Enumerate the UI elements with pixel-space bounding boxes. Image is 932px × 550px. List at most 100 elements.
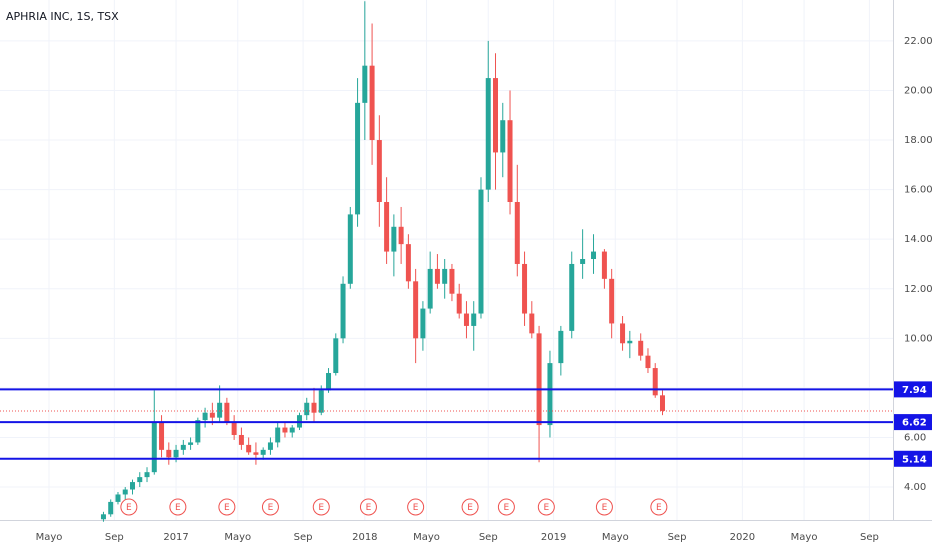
candle-body (115, 494, 121, 502)
y-tick-label: 12.00 (904, 284, 932, 295)
candle-body (529, 313, 535, 334)
x-tick-label: Sep (860, 532, 879, 543)
candle-body (275, 427, 281, 443)
earnings-label: E (175, 503, 181, 513)
candle-body (420, 308, 426, 339)
candle-body (652, 368, 658, 396)
earnings-marker (407, 498, 425, 516)
candle-body (369, 65, 375, 141)
earnings-label: E (366, 503, 372, 513)
candle-body (311, 402, 317, 413)
candle-body (627, 340, 633, 344)
level-label-box (894, 381, 932, 398)
candle-body (507, 120, 513, 203)
y-tick-label: 20.00 (904, 85, 932, 96)
chart-title: APHRIA INC, 1S, TSX (6, 10, 119, 23)
x-tick-label: 2017 (163, 532, 188, 543)
candle-body (289, 427, 295, 433)
candle-body (536, 333, 542, 426)
candle-body (333, 338, 339, 374)
earnings-label: E (126, 503, 132, 513)
candle-body (463, 313, 469, 326)
candle-body (478, 189, 484, 314)
candle-body (260, 449, 266, 455)
candle-body (246, 444, 252, 453)
candle-body (522, 263, 528, 314)
candle-body (108, 501, 114, 515)
candle-body (151, 422, 157, 473)
level-label: 5.14 (902, 454, 927, 465)
candle-body (188, 442, 194, 445)
candle-body (405, 244, 411, 282)
candle-body (173, 449, 179, 458)
y-tick-label: 4.00 (904, 482, 926, 493)
candle-body (456, 293, 462, 314)
candle-body (180, 444, 186, 450)
candle-body (493, 78, 499, 153)
earnings-marker (218, 498, 236, 516)
earnings-marker (497, 498, 515, 516)
candle-body (427, 268, 433, 309)
candle-body (318, 390, 324, 413)
candle-body (129, 482, 135, 490)
candle-body (547, 363, 553, 426)
candle-body (485, 78, 491, 190)
x-tick-label: Sep (105, 532, 124, 543)
candle-body (609, 278, 615, 324)
y-tick-label: 10.00 (904, 333, 932, 344)
candle-body (449, 268, 455, 294)
earnings-label: E (602, 503, 608, 513)
candle-body (137, 477, 143, 483)
candle-body (580, 259, 586, 264)
earnings-label: E (224, 503, 230, 513)
candle-body (217, 402, 223, 418)
candle-body (304, 402, 310, 416)
earnings-marker (169, 498, 187, 516)
candle-body (355, 102, 361, 215)
candle-body (166, 449, 172, 458)
candle-body (122, 489, 128, 495)
candle-body (398, 226, 404, 245)
candle-body (159, 422, 165, 450)
candle-body (209, 412, 215, 418)
candle-body (253, 452, 259, 455)
y-tick-label: 18.00 (904, 135, 932, 146)
earnings-label: E (504, 503, 510, 513)
candle-body (591, 251, 597, 260)
x-tick-label: Sep (479, 532, 498, 543)
x-tick-label: 2020 (730, 532, 755, 543)
candle-body (282, 427, 288, 433)
candle-body (601, 251, 607, 279)
candle-body (100, 514, 106, 520)
candle-body (645, 355, 651, 369)
candle-body (326, 373, 332, 391)
candle-body (391, 226, 397, 252)
candle-body (471, 313, 477, 326)
candle-body (376, 140, 382, 203)
candle-body (620, 323, 626, 344)
x-tick-label: 2018 (352, 532, 377, 543)
candle-body (195, 420, 201, 443)
earnings-label: E (543, 503, 549, 513)
earnings-marker (359, 498, 377, 516)
earnings-label: E (413, 503, 419, 513)
candle-body (362, 65, 368, 103)
candle-body (413, 281, 419, 339)
earnings-label: E (467, 503, 473, 513)
earnings-marker (312, 498, 330, 516)
candle-body (202, 412, 208, 421)
x-tick-label: Mayo (791, 532, 818, 543)
candle-body (231, 422, 237, 435)
candle-body (144, 472, 150, 478)
earnings-marker (537, 498, 555, 516)
x-tick-label: Mayo (602, 532, 629, 543)
earnings-marker (595, 498, 613, 516)
candle-body (238, 434, 244, 445)
candle-body (340, 283, 346, 339)
level-label-box (894, 450, 932, 467)
x-tick-label: Mayo (36, 532, 63, 543)
x-tick-label: 2019 (541, 532, 566, 543)
earnings-label: E (268, 503, 274, 513)
